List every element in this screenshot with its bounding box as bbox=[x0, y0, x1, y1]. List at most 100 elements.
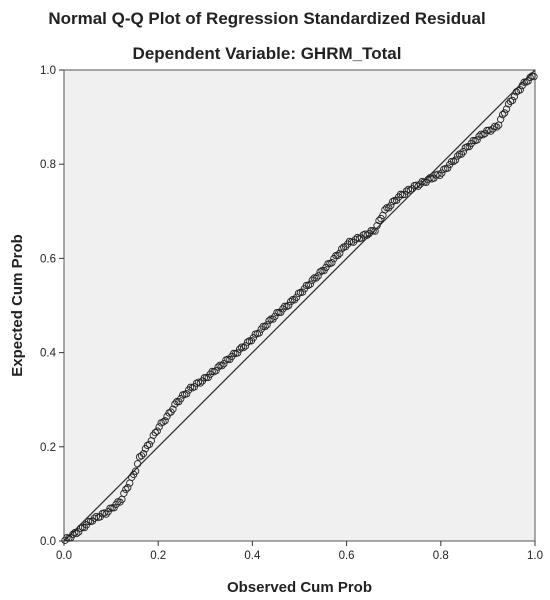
data-point bbox=[473, 136, 481, 144]
data-point bbox=[255, 329, 263, 337]
data-point bbox=[381, 206, 389, 214]
data-point bbox=[487, 127, 495, 135]
data-point bbox=[336, 249, 344, 257]
x-tick-label: 1.0 bbox=[527, 550, 543, 562]
reference-line bbox=[63, 69, 536, 542]
data-point bbox=[120, 489, 128, 497]
y-tick-label: 1.0 bbox=[40, 65, 56, 77]
data-point bbox=[322, 263, 330, 272]
data-point bbox=[75, 528, 83, 536]
data-point bbox=[363, 231, 371, 239]
data-point bbox=[373, 221, 381, 230]
data-point bbox=[249, 334, 258, 342]
data-point bbox=[375, 216, 383, 225]
data-point bbox=[453, 152, 462, 160]
data-point bbox=[500, 109, 509, 117]
y-tick-label: 0.2 bbox=[40, 442, 56, 454]
data-point bbox=[449, 157, 458, 166]
data-point bbox=[502, 105, 511, 113]
data-point bbox=[124, 483, 132, 492]
data-point bbox=[104, 508, 112, 516]
data-point bbox=[328, 259, 336, 267]
data-point bbox=[218, 362, 226, 370]
data-point bbox=[512, 88, 521, 96]
data-point bbox=[316, 268, 324, 276]
data-point bbox=[84, 517, 93, 526]
data-point bbox=[271, 312, 279, 320]
data-point bbox=[151, 428, 159, 437]
data-point bbox=[241, 342, 250, 350]
data-point bbox=[426, 174, 434, 182]
data-point bbox=[508, 96, 517, 105]
data-point bbox=[457, 150, 466, 158]
data-point bbox=[139, 450, 148, 458]
chart-subtitle: Dependent Variable: GHRM_Total bbox=[133, 44, 402, 63]
data-point bbox=[389, 197, 397, 206]
data-point bbox=[290, 296, 299, 304]
data-point bbox=[183, 390, 191, 398]
data-point bbox=[526, 73, 534, 82]
data-point bbox=[438, 169, 446, 177]
data-point bbox=[133, 460, 142, 468]
data-point bbox=[338, 245, 346, 253]
data-point bbox=[530, 73, 538, 81]
x-tick-label: 0.4 bbox=[244, 550, 261, 562]
data-point bbox=[161, 417, 169, 425]
data-point bbox=[239, 343, 248, 352]
data-point bbox=[524, 77, 532, 85]
y-axis-label: Expected Cum Prob bbox=[9, 234, 26, 377]
data-point bbox=[298, 288, 307, 296]
data-point bbox=[436, 171, 444, 180]
data-point bbox=[137, 452, 146, 460]
y-tick-label: 0.4 bbox=[40, 348, 57, 360]
data-point bbox=[292, 293, 301, 301]
x-tick-label: 0.6 bbox=[339, 550, 355, 562]
data-point bbox=[212, 367, 220, 375]
data-point bbox=[510, 92, 519, 101]
data-point bbox=[153, 427, 161, 435]
data-point bbox=[451, 156, 460, 164]
data-point bbox=[306, 280, 314, 288]
data-point bbox=[261, 322, 269, 331]
data-point bbox=[122, 485, 130, 494]
data-point bbox=[287, 297, 295, 306]
data-point bbox=[100, 509, 108, 517]
data-point bbox=[285, 301, 293, 310]
data-point bbox=[243, 338, 252, 346]
data-point bbox=[444, 164, 452, 172]
data-point bbox=[387, 201, 395, 210]
data-point bbox=[92, 512, 101, 521]
data-point bbox=[459, 148, 468, 156]
x-axis-label: Observed Cum Prob bbox=[227, 579, 372, 596]
data-point bbox=[234, 349, 242, 357]
y-tick-label: 0.6 bbox=[40, 253, 56, 265]
data-point bbox=[177, 394, 185, 403]
data-point bbox=[514, 87, 522, 95]
data-point bbox=[334, 251, 342, 260]
data-point bbox=[230, 349, 238, 358]
data-point bbox=[283, 302, 291, 311]
data-point bbox=[235, 345, 244, 353]
data-point bbox=[312, 274, 320, 282]
data-point bbox=[479, 131, 487, 139]
data-point bbox=[220, 360, 228, 368]
data-point bbox=[475, 132, 483, 140]
data-point bbox=[263, 321, 271, 329]
y-tick-label: 0.0 bbox=[40, 536, 56, 548]
data-point bbox=[265, 317, 273, 325]
data-point bbox=[497, 115, 505, 123]
data-point bbox=[102, 510, 110, 518]
chart-title: Normal Q-Q Plot of Regression Standardiz… bbox=[48, 9, 485, 28]
data-point bbox=[214, 363, 222, 371]
data-point bbox=[196, 379, 205, 387]
axis-ticks: 0.0 0.2 0.4 0.6 0.8 1.0 0.0 0.2 0.4 0.6 0.8 1.0 bbox=[40, 65, 543, 562]
data-point bbox=[361, 230, 369, 238]
data-point bbox=[385, 204, 393, 212]
data-point bbox=[159, 418, 167, 426]
data-point bbox=[406, 186, 415, 194]
data-point bbox=[498, 111, 507, 119]
data-point bbox=[314, 272, 322, 280]
data-point bbox=[447, 157, 456, 166]
data-point bbox=[259, 322, 267, 331]
